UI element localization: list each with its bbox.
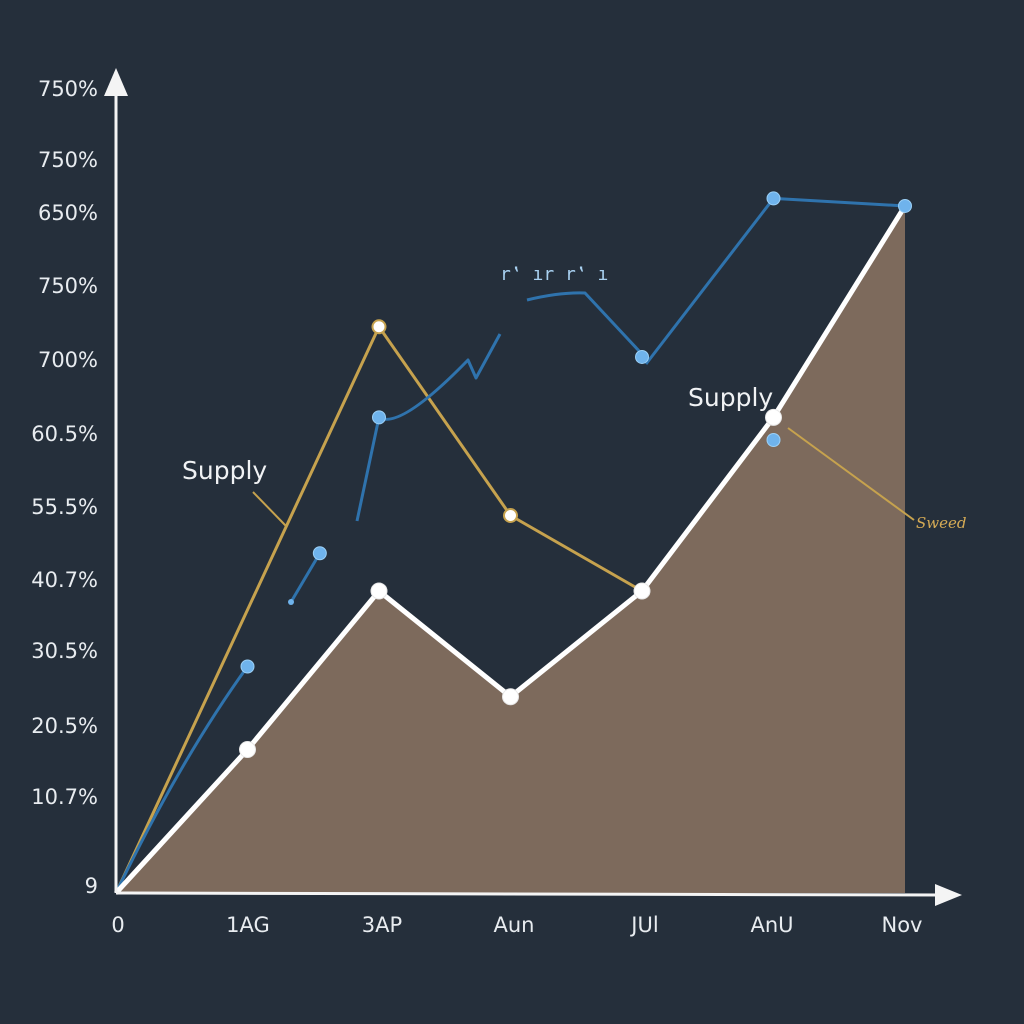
y-axis-arrow	[104, 68, 128, 96]
y-tick-label: 55.5%	[31, 495, 98, 519]
x-tick-label: Aun	[494, 913, 535, 937]
marker-white	[239, 741, 256, 759]
annotation-supply-right: Supply	[688, 383, 773, 412]
marker-blue	[372, 410, 386, 425]
x-tick-label: 0	[111, 913, 124, 937]
marker-blue	[240, 659, 255, 674]
y-tick-labels: 9 10.7% 20.5% 30.5% 40.7% 55.5% 60.5% 700% 750% 6…	[31, 77, 98, 898]
annotation-supply-left-leader	[252, 491, 287, 527]
y-tick-label: 10.7%	[31, 785, 98, 809]
series-gold-line	[114, 325, 643, 894]
y-tick-label: 9	[85, 874, 98, 898]
axes	[104, 68, 962, 906]
marker-blue-small	[288, 599, 294, 605]
y-tick-label: 750%	[38, 148, 98, 172]
marker-gold	[503, 508, 518, 523]
y-tick-label: 20.5%	[31, 714, 98, 738]
annotation-sweed-leader	[787, 427, 915, 521]
marker-blue	[766, 433, 781, 447]
annotation-supply-left: Supply	[182, 456, 267, 485]
marker-blue	[635, 349, 649, 364]
marker-blue	[898, 198, 912, 213]
x-tick-label: 1AG	[226, 913, 270, 937]
x-tick-label: AnU	[750, 913, 793, 937]
area-layer	[116, 205, 905, 893]
y-tick-label: 40.7%	[31, 568, 98, 592]
x-axis-arrow	[935, 884, 962, 906]
marker-layer	[239, 191, 912, 759]
annotation-sweed: Sweed	[916, 514, 966, 532]
y-tick-label: 750%	[38, 77, 98, 101]
x-tick-label: JUl	[629, 913, 658, 937]
x-axis-line	[115, 891, 943, 897]
series-blue-line	[114, 196, 906, 894]
marker-gold	[371, 319, 387, 335]
annotations: Supply Supply Sweed r‛ ır r‛ ı	[182, 264, 966, 532]
marker-blue	[766, 191, 781, 206]
x-tick-label: 3AP	[362, 913, 402, 937]
y-tick-label: 60.5%	[31, 422, 98, 446]
marker-white	[765, 408, 782, 426]
y-tick-label: 650%	[38, 201, 98, 225]
annotation-blue-glyphs: r‛ ır r‛ ı	[500, 264, 608, 285]
marker-white	[633, 582, 651, 600]
marker-white	[370, 582, 388, 600]
y-tick-label: 750%	[38, 274, 98, 298]
marker-white	[502, 688, 519, 706]
y-tick-label: 700%	[38, 348, 98, 372]
area-fill	[116, 205, 905, 893]
x-tick-labels: 0 1AG 3AP Aun JUl AnU Nov	[111, 913, 922, 937]
y-tick-label: 30.5%	[31, 639, 98, 663]
marker-blue	[312, 546, 327, 561]
x-tick-label: Nov	[882, 913, 923, 937]
